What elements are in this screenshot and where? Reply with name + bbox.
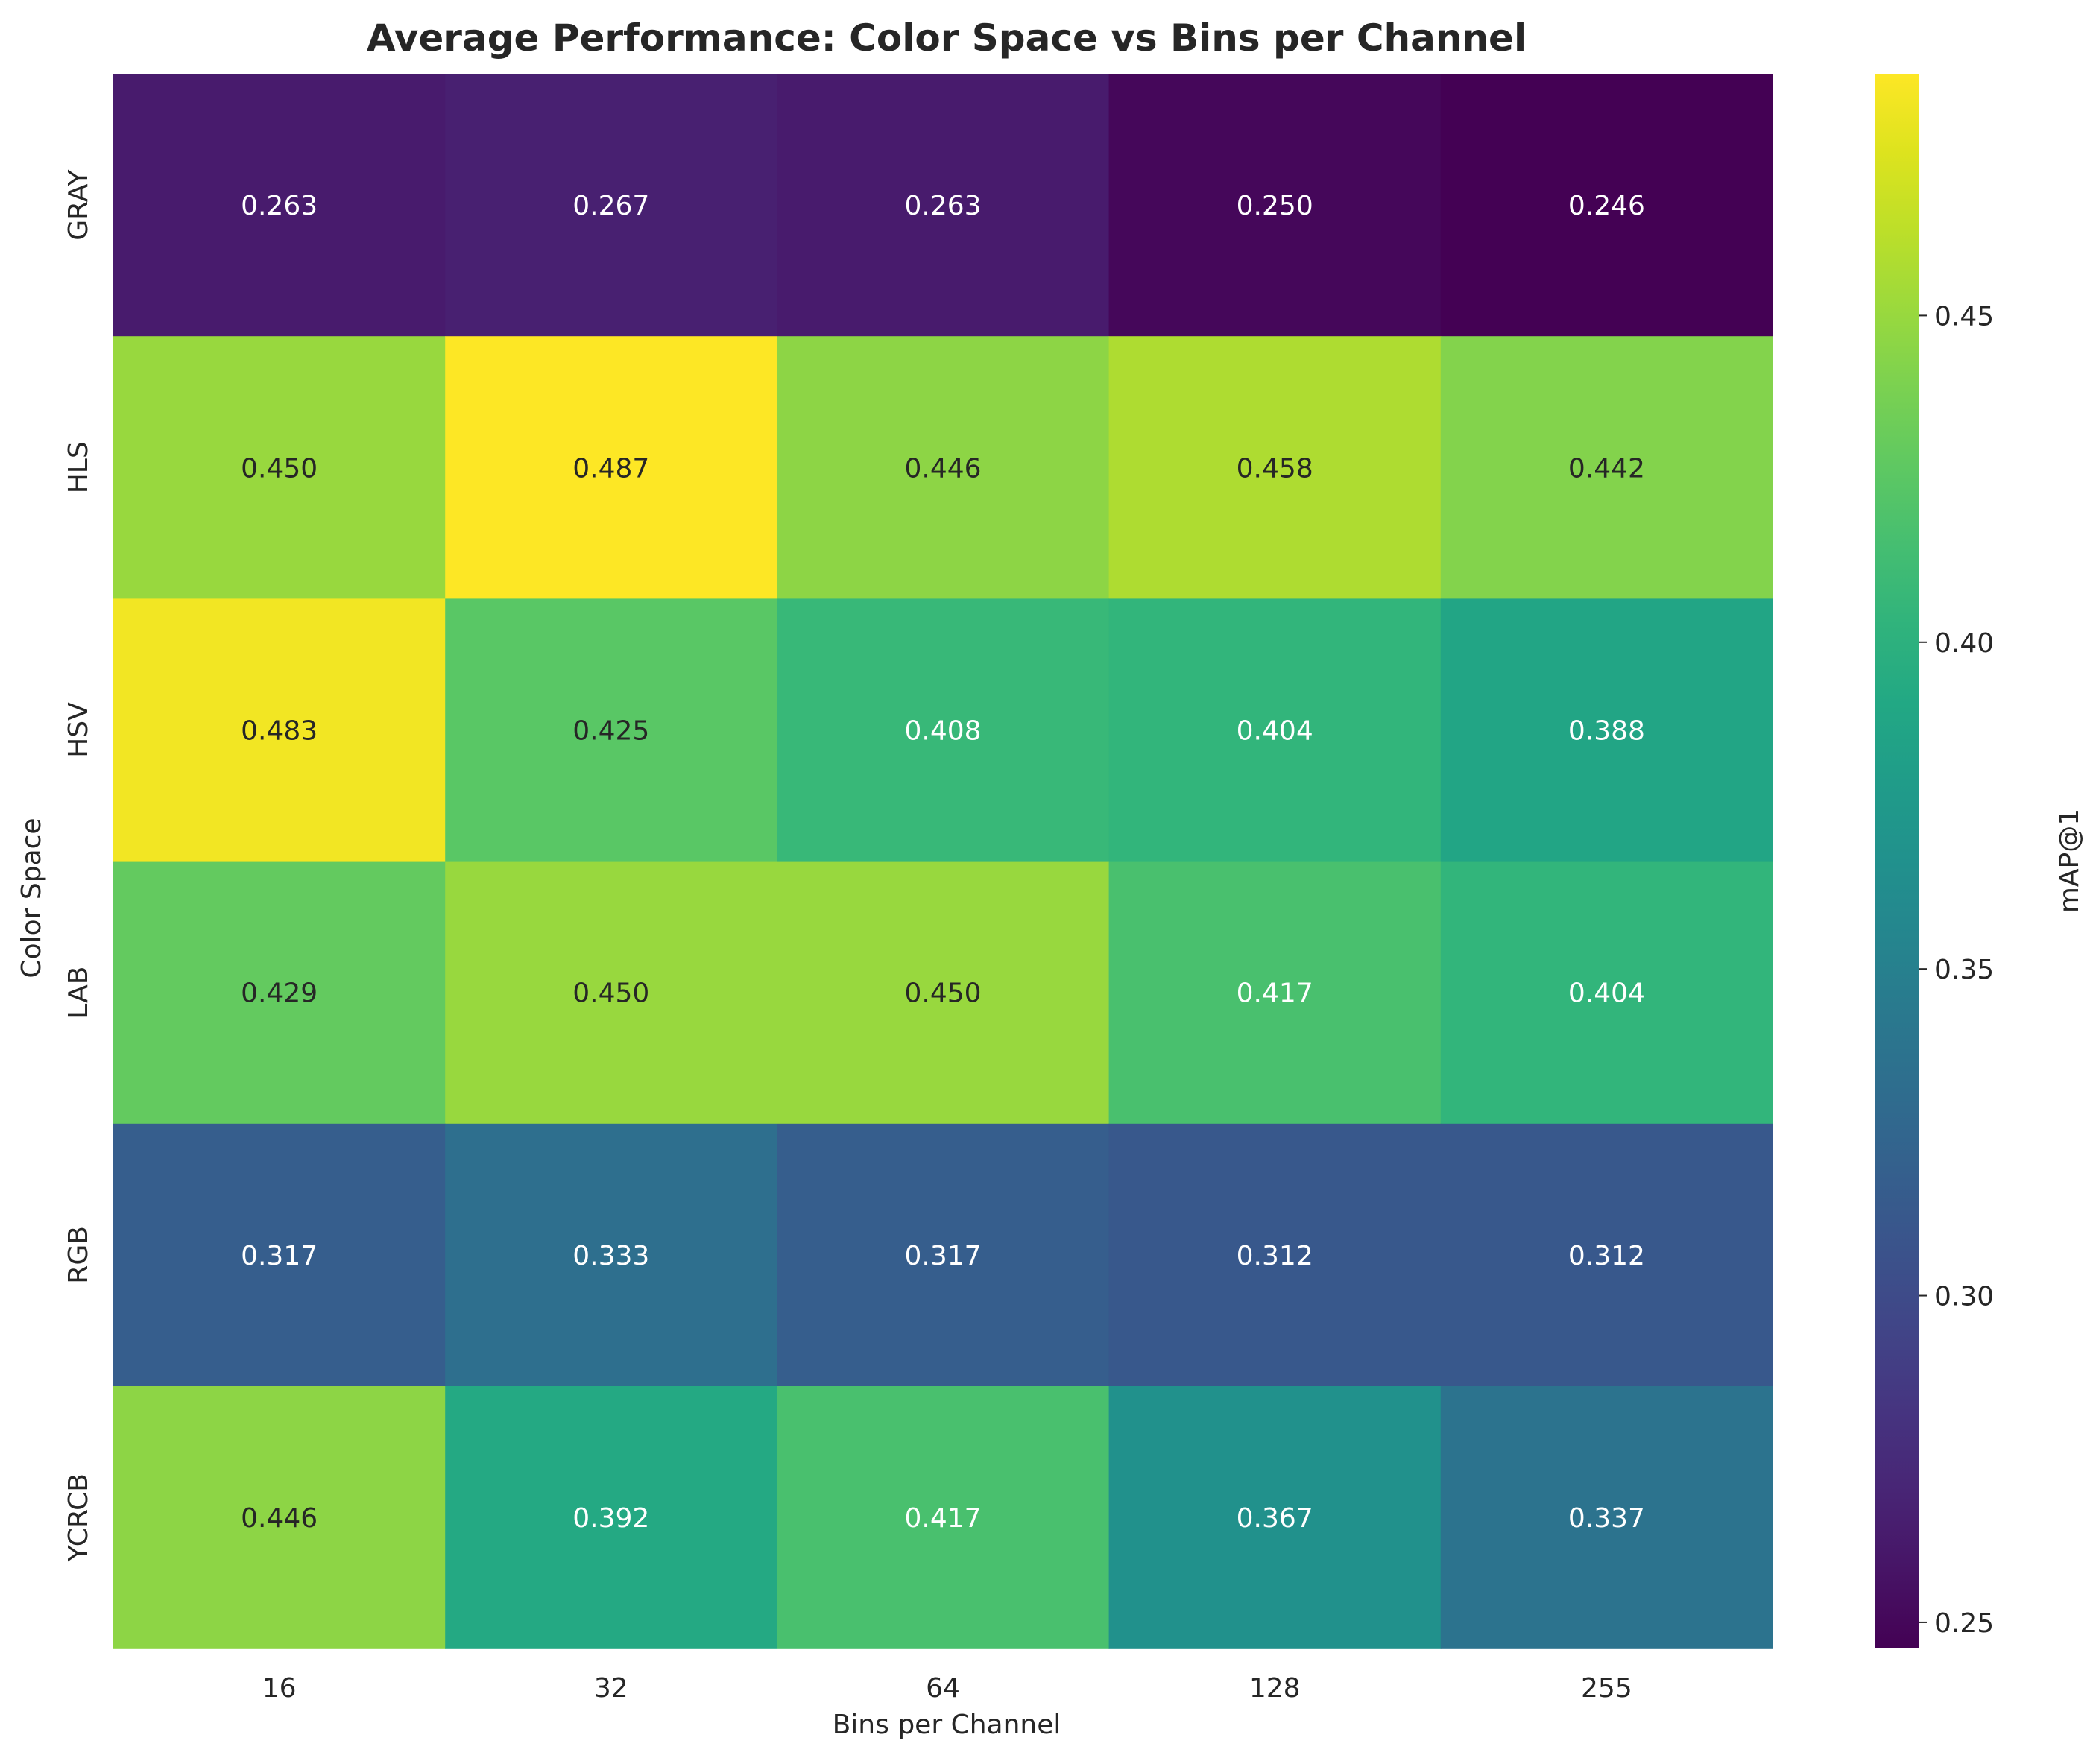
heatmap-cells xyxy=(113,74,1773,1649)
heatmap-cell xyxy=(1440,1386,1773,1649)
heatmap-annotations: 0.263 0.267 0.263 0.250 0.246 0.450 0.487 0.446… xyxy=(241,191,1645,1534)
colorbar-tick-label: 0.25 xyxy=(1934,1608,1994,1639)
cell-value-label: 0.483 xyxy=(241,716,318,747)
heatmap-cell xyxy=(445,1386,777,1649)
heatmap-cell xyxy=(113,598,446,862)
heatmap-cell xyxy=(777,336,1110,599)
heatmap-cell xyxy=(1108,598,1442,862)
cell-value-label: 0.312 xyxy=(1237,1241,1313,1271)
cell-value-label: 0.404 xyxy=(1237,716,1313,747)
cell-value-label: 0.417 xyxy=(1237,979,1313,1009)
colorbar-label: mAP@1 xyxy=(2054,809,2085,913)
cell-value-label: 0.417 xyxy=(904,1503,981,1534)
x-axis-label: Bins per Channel xyxy=(833,1710,1061,1740)
heatmap-cell xyxy=(1108,1123,1442,1387)
cell-value-label: 0.404 xyxy=(1568,979,1645,1009)
cell-value-label: 0.450 xyxy=(572,979,649,1009)
heatmap-cell xyxy=(113,1386,446,1649)
heatmap-cell xyxy=(1108,336,1442,599)
y-tick-labels: GRAY HLS HSV LAB RGB YCRCB xyxy=(63,168,94,1562)
heatmap-cell xyxy=(1440,74,1773,337)
cell-value-label: 0.450 xyxy=(904,979,981,1009)
y-tick-label: HLS xyxy=(63,441,94,493)
heatmap-cell xyxy=(113,336,446,599)
cell-value-label: 0.367 xyxy=(1237,1503,1313,1534)
x-tick-label: 16 xyxy=(262,1673,297,1704)
heatmap-cell xyxy=(1440,1123,1773,1387)
cell-value-label: 0.250 xyxy=(1237,191,1313,221)
heatmap-cell xyxy=(777,598,1110,862)
heatmap-cell xyxy=(777,1123,1110,1387)
heatmap-cell xyxy=(445,861,777,1125)
heatmap-cell xyxy=(1108,861,1442,1125)
cell-value-label: 0.333 xyxy=(572,1241,649,1271)
cell-value-label: 0.487 xyxy=(572,453,649,484)
cell-value-label: 0.425 xyxy=(572,716,649,747)
heatmap-cell xyxy=(1440,598,1773,862)
cell-value-label: 0.267 xyxy=(572,191,649,221)
cell-value-label: 0.246 xyxy=(1568,191,1645,221)
x-tick-labels: 16 32 64 128 255 xyxy=(262,1673,1632,1704)
y-tick-label: HSV xyxy=(63,702,94,758)
cell-value-label: 0.388 xyxy=(1568,716,1645,747)
cell-value-label: 0.458 xyxy=(1237,453,1313,484)
y-axis-label: Color Space xyxy=(16,818,47,978)
x-tick-label: 255 xyxy=(1581,1673,1632,1704)
heatmap-cell xyxy=(777,1386,1110,1649)
y-tick-label: RGB xyxy=(63,1226,94,1284)
x-tick-label: 128 xyxy=(1249,1673,1301,1704)
x-tick-label: 32 xyxy=(594,1673,628,1704)
cell-value-label: 0.392 xyxy=(572,1503,649,1534)
x-tick-label: 64 xyxy=(926,1673,960,1704)
cell-value-label: 0.446 xyxy=(241,1503,318,1534)
y-tick-label: GRAY xyxy=(63,168,94,240)
cell-value-label: 0.317 xyxy=(241,1241,318,1271)
chart-title: Average Performance: Color Space vs Bins… xyxy=(367,16,1527,60)
cell-value-label: 0.450 xyxy=(241,453,318,484)
heatmap-cell xyxy=(445,336,777,599)
cell-value-label: 0.263 xyxy=(241,191,318,221)
colorbar-tick-label: 0.30 xyxy=(1934,1282,1994,1312)
y-tick-label: YCRCB xyxy=(63,1473,94,1562)
heatmap-cell xyxy=(777,74,1110,337)
cell-value-label: 0.408 xyxy=(904,716,981,747)
heatmap-cell xyxy=(1108,1386,1442,1649)
colorbar-tick-label: 0.40 xyxy=(1934,628,1994,659)
heatmap-cell xyxy=(777,861,1110,1125)
heatmap-cell xyxy=(445,74,777,337)
cell-value-label: 0.429 xyxy=(241,979,318,1009)
heatmap-cell xyxy=(113,74,446,337)
heatmap-cell xyxy=(113,1123,446,1387)
colorbar-ticks: 0.25 0.30 0.35 0.40 0.45 xyxy=(1919,301,1994,1639)
y-tick-label: LAB xyxy=(63,967,94,1019)
cell-value-label: 0.263 xyxy=(904,191,981,221)
heatmap-cell xyxy=(1440,336,1773,599)
cell-value-label: 0.446 xyxy=(904,453,981,484)
colorbar-tick-label: 0.45 xyxy=(1934,301,1994,332)
colorbar xyxy=(1875,74,1919,1648)
cell-value-label: 0.312 xyxy=(1568,1241,1645,1271)
cell-value-label: 0.317 xyxy=(904,1241,981,1271)
heatmap-cell xyxy=(1440,861,1773,1125)
cell-value-label: 0.442 xyxy=(1568,453,1645,484)
heatmap-cell xyxy=(445,598,777,862)
heatmap-cell xyxy=(1108,74,1442,337)
heatmap-cell xyxy=(113,861,446,1125)
cell-value-label: 0.337 xyxy=(1568,1503,1645,1534)
colorbar-tick-label: 0.35 xyxy=(1934,955,1994,985)
heatmap-cell xyxy=(445,1123,777,1387)
